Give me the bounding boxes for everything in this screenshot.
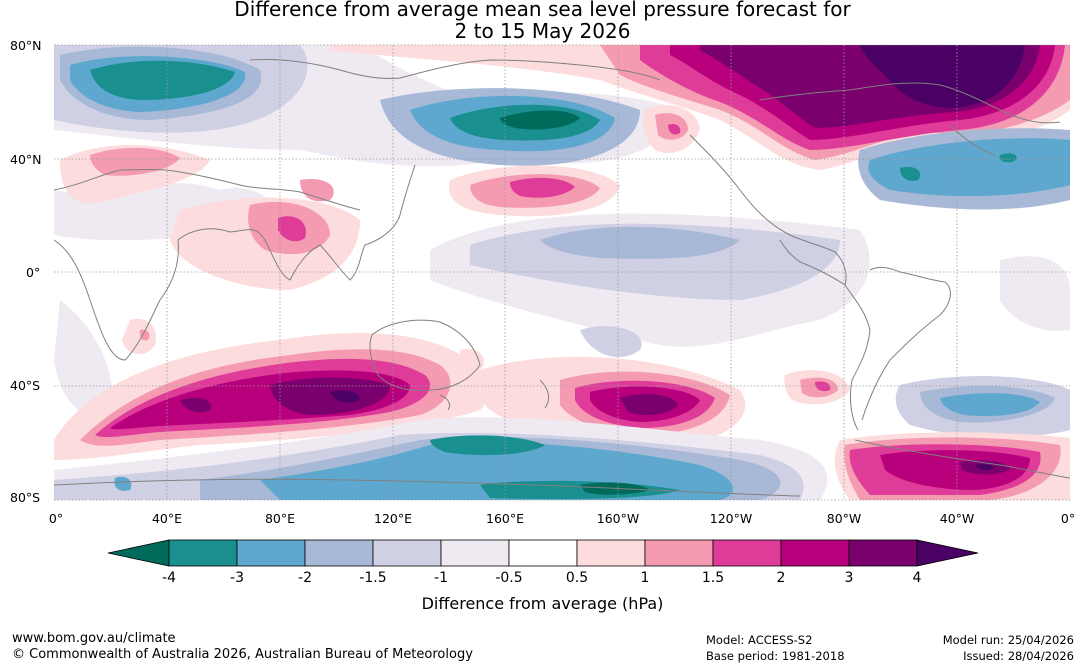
colorbar-bin — [236, 539, 306, 567]
colorbar-tick: -1.5 — [359, 570, 387, 586]
colorbar-bin — [712, 539, 782, 567]
colorbar-bin — [168, 539, 238, 567]
lon-label-80w: 80°W — [826, 511, 862, 526]
colorbar-bin — [304, 539, 374, 567]
lon-label-120w: 120°W — [709, 511, 753, 526]
colorbar-tick: -4 — [162, 570, 176, 586]
colorbar-tick: -0.5 — [495, 570, 523, 586]
lon-label-40w: 40°W — [939, 511, 975, 526]
footer-base-period: Base period: 1981-2018 — [706, 649, 845, 663]
lat-label-0: 0° — [26, 265, 41, 280]
lon-label-40e: 40°E — [151, 511, 183, 526]
colorbar-title: Difference from average (hPa) — [421, 594, 664, 613]
colorbar-bin — [848, 539, 918, 567]
lat-label-80s: 80°S — [10, 490, 41, 505]
colorbar-bin — [780, 539, 850, 567]
graticule — [54, 44, 1070, 501]
lon-label-160e: 160°E — [485, 511, 525, 526]
colorbar-tick: 0.5 — [565, 570, 589, 586]
lon-label-0-left: 0° — [48, 511, 64, 526]
map-title-line2: 2 to 15 May 2026 — [454, 19, 631, 43]
footer-model: Model: ACCESS-S2 — [706, 633, 813, 647]
anomaly-field — [54, 45, 1070, 500]
lat-label-40s: 40°S — [10, 378, 41, 393]
colorbar-tick: 1.5 — [701, 570, 725, 586]
colorbar-bin — [372, 539, 442, 567]
colorbar-tick: -1 — [434, 570, 448, 586]
footer-model-run: Model run: 25/04/2026 — [942, 633, 1074, 647]
lat-label-80n: 80°N — [10, 38, 42, 53]
coastlines — [54, 59, 1070, 497]
map-title-line1: Difference from average mean sea level p… — [234, 0, 851, 21]
colorbar-bin — [644, 539, 714, 567]
footer-issued: Issued: 28/04/2026 — [963, 649, 1074, 663]
footer-copyright: © Commonwealth of Australia 2026, Austra… — [12, 647, 473, 662]
lon-label-120e: 120°E — [373, 511, 413, 526]
colorbar-tick: -2 — [298, 570, 312, 586]
colorbar-tick: 1 — [640, 570, 650, 586]
colorbar-bin — [576, 539, 646, 567]
colorbar-bin — [508, 539, 578, 567]
lon-label-0-right: 0° — [1060, 511, 1076, 526]
lat-label-40n: 40°N — [10, 152, 42, 167]
lon-label-160w: 160°W — [596, 511, 640, 526]
footer-url: www.bom.gov.au/climate — [12, 631, 176, 646]
colorbar-extend-high — [916, 539, 979, 567]
colorbar-tick: -3 — [230, 570, 244, 586]
lon-label-80e: 80°E — [264, 511, 296, 526]
colorbar-bin — [440, 539, 510, 567]
colorbar-tick: 2 — [776, 570, 786, 586]
colorbar-extend-low — [107, 539, 170, 567]
colorbar-tick: 4 — [912, 570, 922, 586]
colorbar-tick: 3 — [844, 570, 854, 586]
